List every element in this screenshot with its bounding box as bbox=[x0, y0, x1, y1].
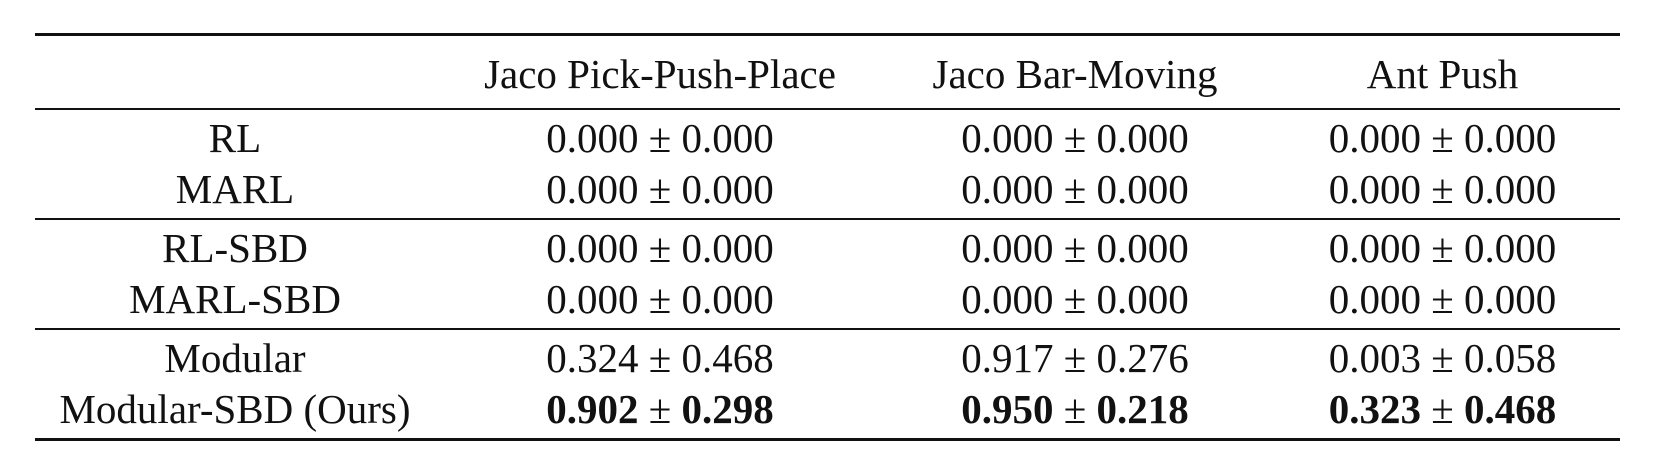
method-cell: Modular bbox=[35, 328, 435, 384]
score-std: 0.000 bbox=[681, 276, 774, 322]
score-mean: 0.003 bbox=[1328, 335, 1421, 381]
score-cell: 0.000 ± 0.000 bbox=[435, 164, 885, 219]
score-cell: 0.000 ± 0.000 bbox=[885, 218, 1265, 274]
plus-minus-symbol: ± bbox=[1431, 166, 1454, 212]
score-std: 0.000 bbox=[1096, 225, 1189, 271]
score-std: 0.000 bbox=[1464, 276, 1557, 322]
header-row: Jaco Pick-Push-Place Jaco Bar-Moving Ant… bbox=[35, 33, 1620, 110]
plus-minus-symbol: ± bbox=[1431, 225, 1454, 271]
table-header: Jaco Pick-Push-Place Jaco Bar-Moving Ant… bbox=[35, 33, 1620, 110]
plus-minus-symbol: ± bbox=[648, 115, 672, 161]
score-std: 0.298 bbox=[681, 386, 774, 432]
score-mean: 0.000 bbox=[1328, 225, 1421, 271]
score-std: 0.000 bbox=[681, 166, 774, 212]
score-std: 0.468 bbox=[681, 335, 774, 381]
score-mean: 0.324 bbox=[546, 335, 639, 381]
table-row: Modular-SBD (Ours) 0.902 ± 0.298 0.950 ±… bbox=[35, 384, 1620, 441]
plus-minus-symbol: ± bbox=[648, 335, 672, 381]
table-row: MARL 0.000 ± 0.000 0.000 ± 0.000 0.000 ±… bbox=[35, 164, 1620, 219]
score-std: 0.058 bbox=[1464, 335, 1557, 381]
score-std: 0.468 bbox=[1464, 386, 1557, 432]
method-cell: Modular-SBD (Ours) bbox=[35, 384, 435, 441]
score-mean: 0.000 bbox=[546, 115, 639, 161]
score-mean: 0.950 bbox=[961, 386, 1054, 432]
score-std: 0.000 bbox=[1096, 276, 1189, 322]
header-method bbox=[35, 33, 435, 110]
score-std: 0.000 bbox=[681, 225, 774, 271]
score-cell: 0.324 ± 0.468 bbox=[435, 328, 885, 384]
score-cell: 0.000 ± 0.000 bbox=[885, 164, 1265, 219]
score-cell: 0.000 ± 0.000 bbox=[1265, 274, 1620, 329]
plus-minus-symbol: ± bbox=[648, 276, 672, 322]
plus-minus-symbol: ± bbox=[1063, 166, 1087, 212]
score-mean: 0.000 bbox=[961, 115, 1054, 161]
score-mean: 0.000 bbox=[546, 225, 639, 271]
score-cell: 0.003 ± 0.058 bbox=[1265, 328, 1620, 384]
plus-minus-symbol: ± bbox=[1063, 386, 1087, 432]
score-cell: 0.000 ± 0.000 bbox=[885, 274, 1265, 329]
score-mean: 0.000 bbox=[961, 166, 1054, 212]
score-std: 0.000 bbox=[1096, 166, 1189, 212]
score-cell: 0.000 ± 0.000 bbox=[1265, 164, 1620, 219]
score-std: 0.000 bbox=[681, 115, 774, 161]
table-row: Modular 0.324 ± 0.468 0.917 ± 0.276 0.00… bbox=[35, 328, 1620, 384]
plus-minus-symbol: ± bbox=[1063, 276, 1087, 322]
plus-minus-symbol: ± bbox=[1431, 335, 1454, 381]
plus-minus-symbol: ± bbox=[1431, 276, 1454, 322]
results-table: Jaco Pick-Push-Place Jaco Bar-Moving Ant… bbox=[35, 33, 1620, 441]
score-mean: 0.917 bbox=[961, 335, 1054, 381]
score-cell: 0.917 ± 0.276 bbox=[885, 328, 1265, 384]
method-cell: RL-SBD bbox=[35, 218, 435, 274]
score-mean: 0.000 bbox=[546, 166, 639, 212]
score-cell: 0.950 ± 0.218 bbox=[885, 384, 1265, 441]
score-cell: 0.323 ± 0.468 bbox=[1265, 384, 1620, 441]
score-mean: 0.323 bbox=[1328, 386, 1421, 432]
table-row: RL 0.000 ± 0.000 0.000 ± 0.000 0.000 ± 0… bbox=[35, 109, 1620, 164]
score-mean: 0.000 bbox=[961, 225, 1054, 271]
header-jaco-pick-push-place: Jaco Pick-Push-Place bbox=[435, 33, 885, 110]
method-cell: RL bbox=[208, 115, 262, 161]
score-cell: 0.000 ± 0.000 bbox=[435, 274, 885, 329]
score-std: 0.276 bbox=[1096, 335, 1189, 381]
score-std: 0.000 bbox=[1096, 115, 1189, 161]
score-std: 0.000 bbox=[1464, 166, 1557, 212]
plus-minus-symbol: ± bbox=[1063, 225, 1087, 271]
row-group-sbd-baselines: RL-SBD 0.000 ± 0.000 0.000 ± 0.000 0.000… bbox=[35, 218, 1620, 329]
header-ant-push: Ant Push bbox=[1265, 33, 1620, 110]
score-mean: 0.000 bbox=[1328, 276, 1421, 322]
method-cell: MARL-SBD bbox=[129, 276, 341, 322]
score-std: 0.218 bbox=[1096, 386, 1189, 432]
plus-minus-symbol: ± bbox=[1431, 386, 1454, 432]
score-std: 0.000 bbox=[1464, 225, 1557, 271]
score-cell: 0.000 ± 0.000 bbox=[435, 109, 885, 164]
score-mean: 0.902 bbox=[546, 386, 639, 432]
row-group-baselines: RL 0.000 ± 0.000 0.000 ± 0.000 0.000 ± 0… bbox=[35, 109, 1620, 219]
score-std: 0.000 bbox=[1464, 115, 1557, 161]
header-jaco-bar-moving: Jaco Bar-Moving bbox=[885, 33, 1265, 110]
method-cell: MARL bbox=[175, 166, 295, 212]
score-mean: 0.000 bbox=[961, 276, 1054, 322]
plus-minus-symbol: ± bbox=[648, 386, 672, 432]
plus-minus-symbol: ± bbox=[1063, 335, 1087, 381]
score-cell: 0.000 ± 0.000 bbox=[1265, 218, 1620, 274]
score-mean: 0.000 bbox=[546, 276, 639, 322]
row-group-modular: Modular 0.324 ± 0.468 0.917 ± 0.276 0.00… bbox=[35, 328, 1620, 441]
score-mean: 0.000 bbox=[1328, 115, 1421, 161]
score-cell: 0.000 ± 0.000 bbox=[885, 109, 1265, 164]
plus-minus-symbol: ± bbox=[648, 225, 672, 271]
plus-minus-symbol: ± bbox=[1431, 115, 1454, 161]
score-mean: 0.000 bbox=[1328, 166, 1421, 212]
score-cell: 0.902 ± 0.298 bbox=[435, 384, 885, 441]
score-cell: 0.000 ± 0.000 bbox=[1265, 109, 1620, 164]
plus-minus-symbol: ± bbox=[1063, 115, 1087, 161]
score-cell: 0.000 ± 0.000 bbox=[435, 218, 885, 274]
table-row: RL-SBD 0.000 ± 0.000 0.000 ± 0.000 0.000… bbox=[35, 218, 1620, 274]
table-row: MARL-SBD 0.000 ± 0.000 0.000 ± 0.000 0.0… bbox=[35, 274, 1620, 329]
plus-minus-symbol: ± bbox=[648, 166, 672, 212]
